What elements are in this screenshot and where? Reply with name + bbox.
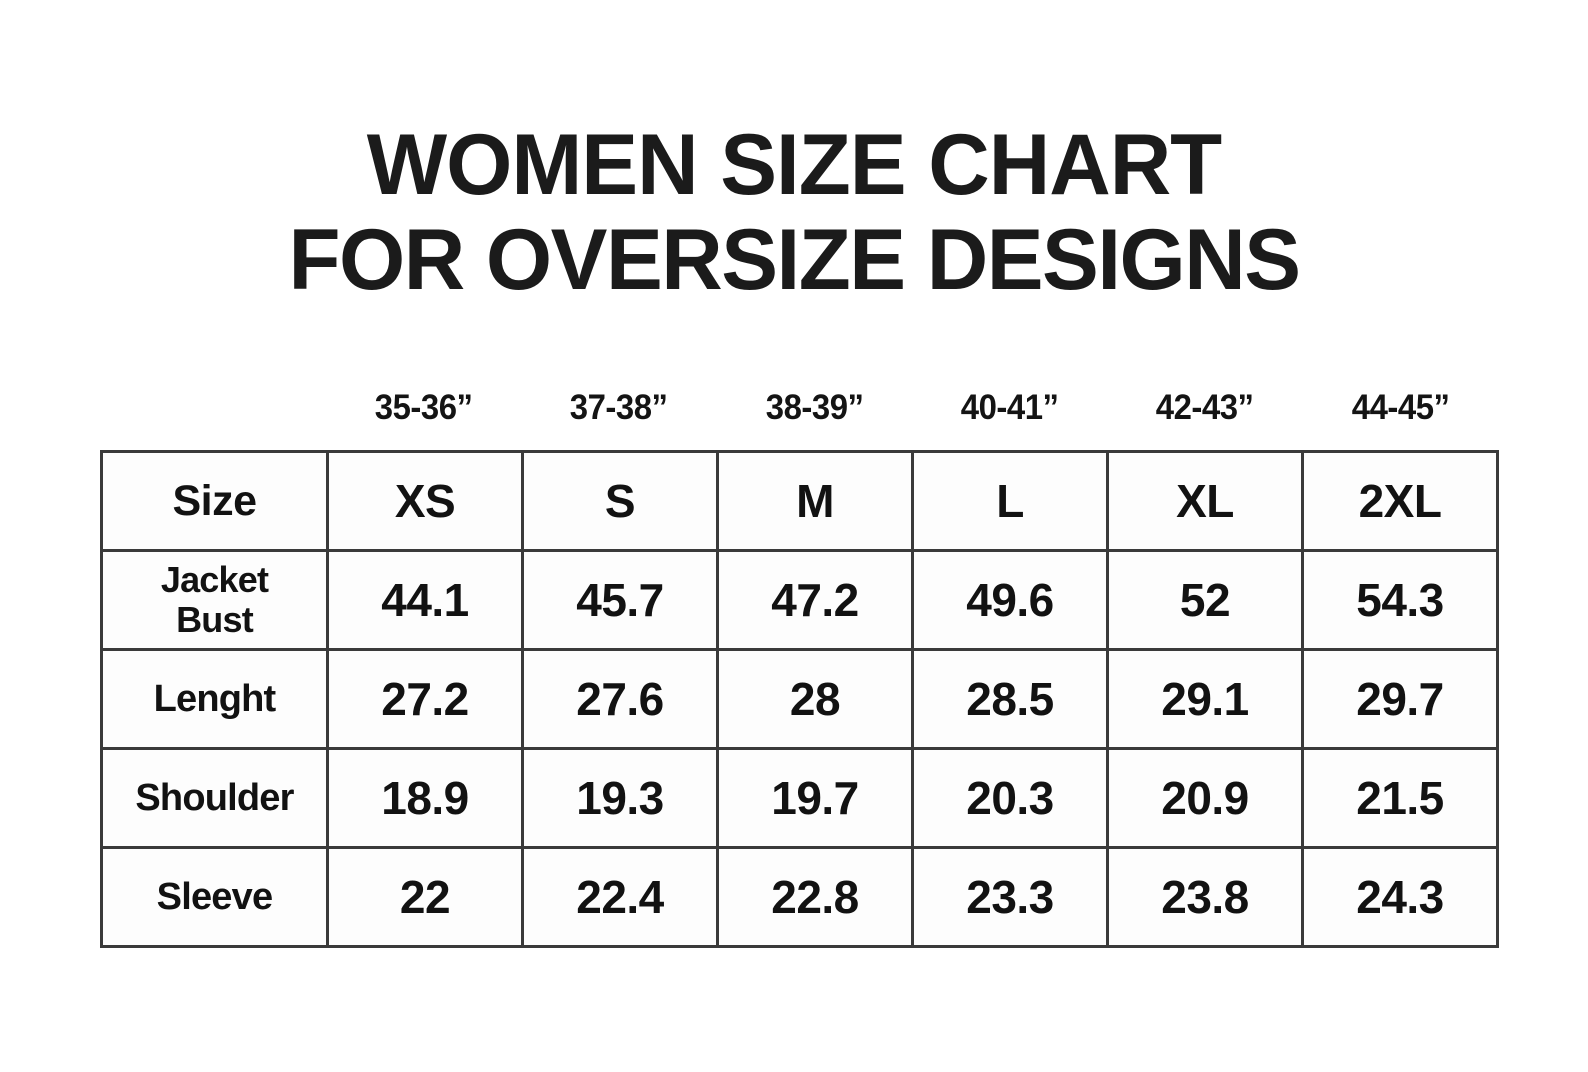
cell-shoulder-s: 19.3 [521,747,719,849]
table-header-size-l: L [911,450,1109,552]
cell-sleeve-xl: 23.8 [1106,846,1304,948]
cell-shoulder-xs: 18.9 [326,747,524,849]
cell-sleeve-2xl: 24.3 [1301,846,1499,948]
table-row: Jacket Bust 44.1 45.7 47.2 49.6 52 54.3 [100,549,1499,651]
cell-sleeve-l: 23.3 [911,846,1109,948]
cell-sleeve-s: 22.4 [521,846,719,948]
row-label-jacket-bust-line-2: Bust [176,599,254,640]
cell-shoulder-xl: 20.9 [1106,747,1304,849]
size-chart-table: Size XS S M L XL 2XL Jacket Bust 44.1 45… [100,450,1499,948]
table-row: Sleeve 22 22.4 22.8 23.3 23.8 24.3 [100,846,1499,948]
cell-jacket-bust-2xl: 54.3 [1301,549,1499,651]
cell-shoulder-2xl: 21.5 [1301,747,1499,849]
chest-measurement-xs: 35-36” [374,388,473,427]
cell-lenght-2xl: 29.7 [1301,648,1499,750]
row-label-shoulder: Shoulder [100,747,329,849]
table-header-size-s: S [521,450,719,552]
table-header-row: Size XS S M L XL 2XL [100,450,1499,552]
table-header-size-2xl: 2XL [1301,450,1499,552]
table-row: Lenght 27.2 27.6 28 28.5 29.1 29.7 [100,648,1499,750]
table-header-size-label: Size [100,450,329,552]
cell-jacket-bust-s: 45.7 [521,549,719,651]
row-label-sleeve: Sleeve [100,846,329,948]
chest-measurement-spacer [100,386,326,438]
row-label-jacket-bust-line-1: Jacket [160,559,269,600]
cell-jacket-bust-xs: 44.1 [326,549,524,651]
table-header-size-m: M [716,450,914,552]
chest-measurement-xl: 42-43” [1156,388,1254,427]
chest-measurement-m: 38-39” [765,388,864,427]
cell-sleeve-m: 22.8 [716,846,914,948]
page-title-line-1: WOMEN SIZE CHART [366,117,1222,213]
cell-lenght-m: 28 [716,648,914,750]
cell-shoulder-m: 19.7 [716,747,914,849]
chest-measurement-row: 35-36” 37-38” 38-39” 40-41” 42-43” 44-45… [100,386,1498,438]
row-label-jacket-bust: Jacket Bust [100,549,329,651]
chest-measurement-l: 40-41” [960,388,1059,427]
chest-measurement-2xl: 44-45” [1351,388,1450,427]
chest-measurement-s: 37-38” [570,388,668,427]
cell-jacket-bust-xl: 52 [1106,549,1304,651]
page-title-line-2: FOR OVERSIZE DESIGNS [288,212,1301,308]
row-label-lenght: Lenght [100,648,329,750]
page-title: WOMEN SIZE CHART FOR OVERSIZE DESIGNS [0,118,1588,308]
cell-jacket-bust-l: 49.6 [911,549,1109,651]
cell-jacket-bust-m: 47.2 [716,549,914,651]
table-header-size-xs: XS [326,450,524,552]
cell-lenght-xl: 29.1 [1106,648,1304,750]
table-header-size-xl: XL [1106,450,1304,552]
cell-sleeve-xs: 22 [326,846,524,948]
table-row: Shoulder 18.9 19.3 19.7 20.3 20.9 21.5 [100,747,1499,849]
cell-lenght-xs: 27.2 [326,648,524,750]
cell-shoulder-l: 20.3 [911,747,1109,849]
cell-lenght-s: 27.6 [521,648,719,750]
cell-lenght-l: 28.5 [911,648,1109,750]
